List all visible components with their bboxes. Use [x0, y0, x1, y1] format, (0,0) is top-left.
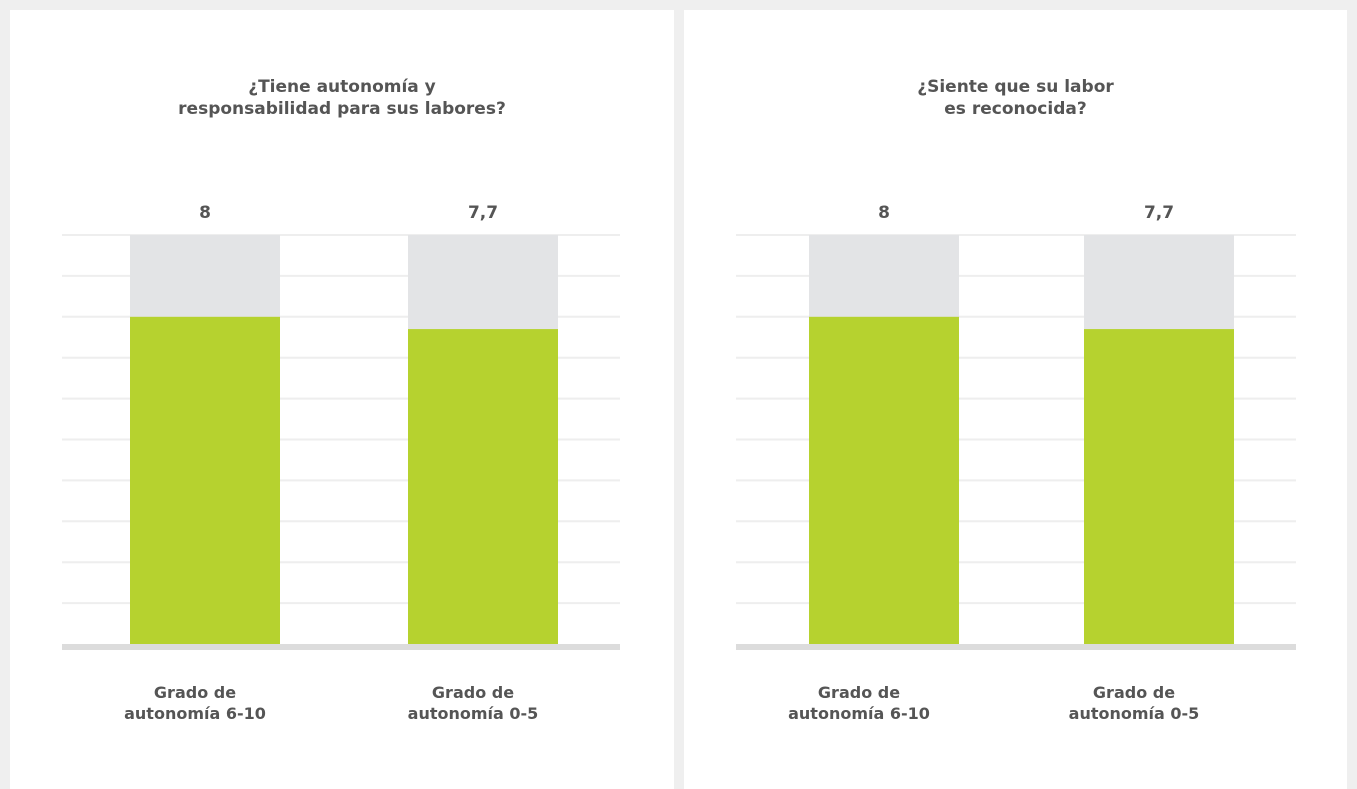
chart-plot-area: 8 7,7: [62, 203, 620, 650]
data-label: 7,7: [1144, 203, 1174, 223]
bar: [809, 316, 959, 644]
bar: [408, 329, 558, 644]
bar: [1084, 329, 1234, 644]
x-axis-baseline: [736, 644, 1296, 650]
data-label: 8: [199, 203, 211, 223]
data-label: 7,7: [468, 203, 498, 223]
x-tick-label: Grado de autonomía 6-10: [788, 683, 930, 723]
x-tick-label: Grado de autonomía 0-5: [407, 683, 539, 723]
bar: [130, 316, 280, 644]
x-tick-label: Grado de autonomía 0-5: [1068, 683, 1200, 723]
chart-title: ¿Tiene autonomía y responsabilidad para …: [178, 77, 506, 119]
chart-panel-recognition: ¿Siente que su labor es reconocida? 8 7,7…: [684, 10, 1347, 789]
x-tick-label: Grado de autonomía 6-10: [124, 683, 266, 723]
chart-plot-area: 8 7,7: [736, 203, 1296, 650]
chart-panel-autonomy: ¿Tiene autonomía y responsabilidad para …: [10, 10, 674, 789]
x-axis-baseline: [62, 644, 620, 650]
chart-title: ¿Siente que su labor es reconocida?: [917, 77, 1114, 119]
data-label: 8: [878, 203, 890, 223]
